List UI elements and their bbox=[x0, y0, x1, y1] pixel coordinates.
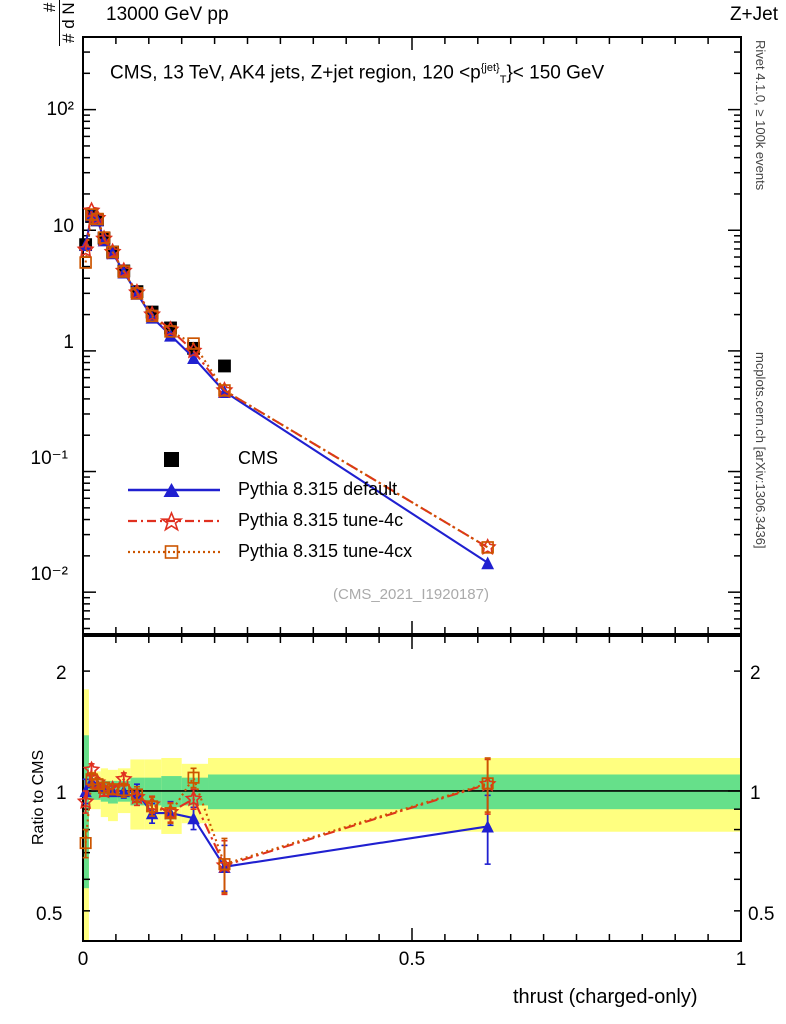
x-tick-label-0: 0 bbox=[77, 949, 89, 970]
plot-title: CMS, 13 TeV, AK4 jets, Z+jet region, 120… bbox=[110, 62, 604, 86]
main-series-marker-3 bbox=[187, 337, 200, 350]
y-tick-label-4: 10⁻² bbox=[30, 564, 69, 585]
main-series-marker-1 bbox=[187, 351, 200, 364]
plot-title-subscript: T bbox=[499, 74, 507, 87]
ratio-tick-label-left-2: 0.5 bbox=[36, 904, 63, 925]
ratio-series-marker-2 bbox=[164, 807, 177, 820]
x-tick-label-2: 1 bbox=[735, 949, 747, 970]
ratio-series-marker-1 bbox=[76, 792, 95, 810]
ratio-series-marker-2 bbox=[91, 778, 104, 791]
ratio-series-marker-2 bbox=[146, 800, 159, 813]
y-tick-label-3: 10⁻¹ bbox=[30, 448, 69, 469]
legend-label-pythia-4c: Pythia 8.315 tune-4c bbox=[238, 510, 404, 530]
header-beam-label: 13000 GeV pp bbox=[106, 4, 229, 25]
main-series-marker-3 bbox=[164, 325, 177, 338]
x-axis-title: thrust (charged-only) bbox=[513, 986, 698, 1008]
ratio-series-marker-2 bbox=[117, 784, 130, 797]
y-tick-label-1: 10 bbox=[52, 216, 74, 237]
main-series-marker-1 bbox=[164, 328, 177, 342]
x-tick-label-1: 0.5 bbox=[398, 949, 426, 970]
legend-label-pythia-4cx: Pythia 8.315 tune-4cx bbox=[238, 541, 413, 561]
ratio-series-marker-0 bbox=[187, 811, 200, 825]
plot-title-superscript: {jet} bbox=[480, 62, 500, 74]
main-series-marker-3 bbox=[117, 265, 131, 278]
main-series-marker-3 bbox=[97, 231, 111, 244]
main-series-marker-0 bbox=[218, 359, 231, 373]
y-tick-label-2: 1 bbox=[63, 332, 74, 353]
ratio-series-marker-2 bbox=[130, 788, 144, 801]
legend-row-3: Pythia 8.315 tune-4cx bbox=[128, 536, 412, 567]
legend-key-pythia-4cx bbox=[128, 541, 228, 563]
header-process-label: Z+Jet bbox=[729, 4, 778, 25]
legend-key-cms bbox=[128, 448, 228, 470]
ratio-tick-label-left-0: 2 bbox=[56, 663, 67, 684]
ratio-tick-label-right-1: 1 bbox=[750, 783, 761, 804]
y-tick-label-0: 10² bbox=[46, 99, 74, 120]
plot-title-prefix: CMS, 13 TeV, AK4 jets, Z+jet region, 120… bbox=[110, 62, 481, 84]
main-series-marker-3 bbox=[106, 245, 119, 259]
ratio-band-inner-green-9 bbox=[208, 774, 741, 810]
ratio-series-marker-2 bbox=[79, 836, 92, 850]
main-series-marker-2 bbox=[76, 240, 95, 258]
main-series-marker-3 bbox=[145, 309, 159, 323]
analysis-id-watermark: (CMS_2021_I1920187) bbox=[333, 586, 489, 603]
legend-row-0: CMS bbox=[128, 443, 412, 474]
ratio-series-marker-1 bbox=[184, 789, 203, 807]
legend-key-pythia-4c bbox=[128, 510, 228, 532]
legend-key-pythia-default bbox=[128, 479, 228, 501]
ratio-series-marker-0 bbox=[481, 820, 494, 833]
plot-title-suffix: }< 150 GeV bbox=[506, 62, 605, 84]
legend-label-cms: CMS bbox=[238, 448, 278, 468]
legend-label-pythia-default: Pythia 8.315 default bbox=[238, 479, 398, 499]
ratio-series-marker-2 bbox=[218, 858, 231, 871]
main-series-marker-1 bbox=[481, 556, 495, 570]
ratio-series-marker-2 bbox=[481, 777, 494, 790]
main-series-marker-3 bbox=[91, 212, 104, 226]
ratio-tick-label-right-0: 2 bbox=[750, 663, 761, 684]
legend-row-1: Pythia 8.315 default bbox=[128, 474, 412, 505]
main-series-marker-3 bbox=[79, 256, 92, 269]
ratio-series-marker-2 bbox=[98, 781, 111, 794]
legend: CMS Pythia 8.315 default Pythia 8.315 tu… bbox=[128, 443, 412, 567]
main-series-marker-3 bbox=[218, 384, 231, 397]
main-series-marker-3 bbox=[481, 541, 494, 554]
ratio-series-marker-2 bbox=[187, 771, 200, 784]
ratio-tick-label-left-1: 1 bbox=[56, 783, 67, 804]
ratio-tick-label-right-2: 0.5 bbox=[748, 904, 775, 925]
main-series-marker-3 bbox=[130, 287, 144, 300]
legend-row-2: Pythia 8.315 tune-4c bbox=[128, 505, 412, 536]
